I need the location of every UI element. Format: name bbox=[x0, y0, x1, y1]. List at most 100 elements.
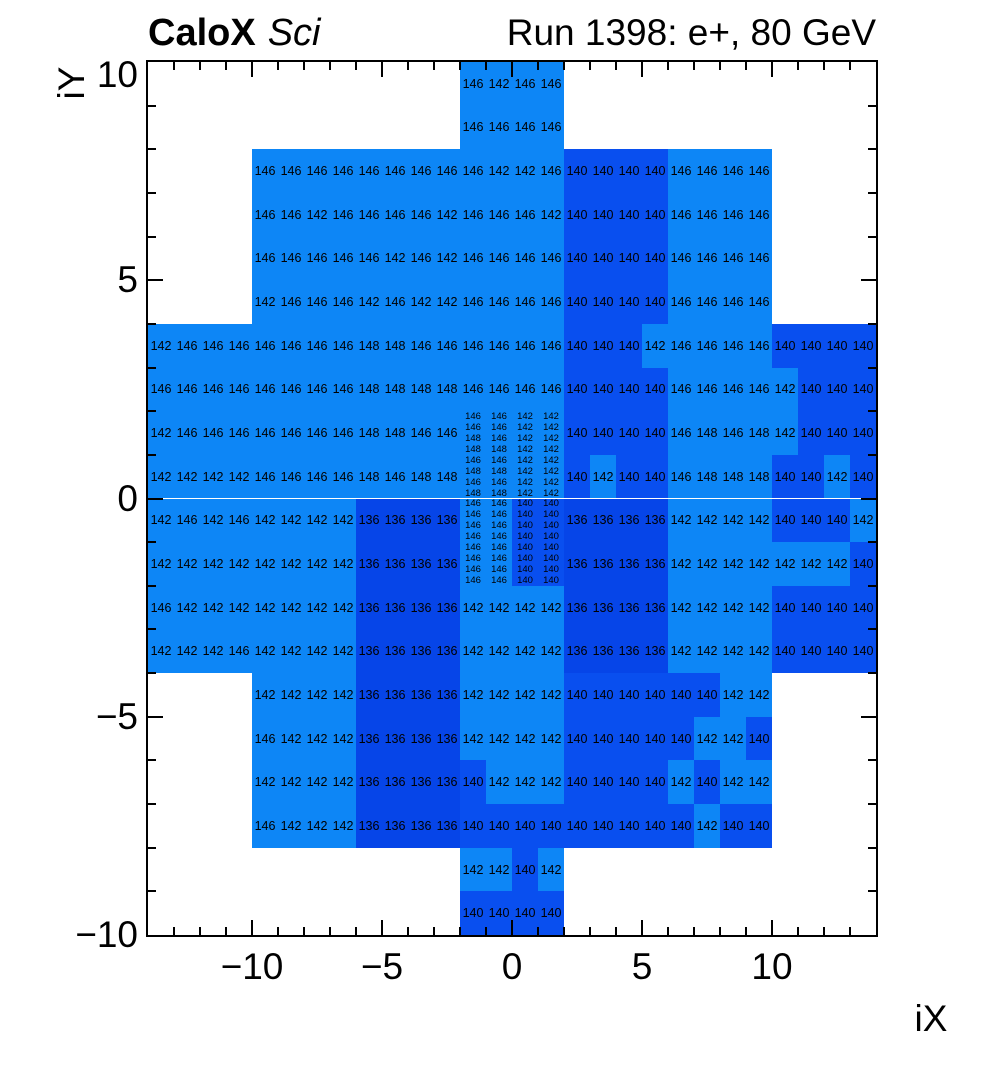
heatmap-cell: 146 bbox=[668, 411, 694, 455]
heatmap-cell: 146 bbox=[538, 105, 564, 150]
heatmap-cell: 136 bbox=[356, 542, 382, 586]
heatmap-cell: 146 bbox=[460, 367, 486, 412]
heatmap-fine-cell: 146 bbox=[486, 454, 512, 466]
heatmap-fine-cell: 140 bbox=[512, 509, 538, 521]
tick-mark bbox=[148, 672, 156, 675]
heatmap-cell: 142 bbox=[694, 629, 720, 674]
tick-mark bbox=[355, 62, 357, 70]
heatmap-cell: 146 bbox=[694, 367, 720, 412]
heatmap-cell: 140 bbox=[850, 585, 876, 630]
heatmap-cell: 146 bbox=[226, 629, 252, 674]
heatmap-cell: 146 bbox=[330, 454, 356, 499]
y-tick-label: −10 bbox=[75, 914, 138, 955]
heatmap-cell: 142 bbox=[330, 716, 356, 761]
heatmap-cell: 148 bbox=[434, 367, 460, 412]
heatmap-cell: 142 bbox=[720, 716, 746, 761]
heatmap-cell: 146 bbox=[720, 280, 746, 324]
tick-mark bbox=[589, 62, 591, 70]
heatmap-cell: 148 bbox=[408, 454, 434, 499]
heatmap-cell: 140 bbox=[512, 847, 538, 892]
heatmap-fine-cell: 148 bbox=[486, 487, 512, 499]
heatmap-cell: 136 bbox=[564, 585, 590, 630]
tick-mark bbox=[303, 927, 305, 935]
heatmap-fine-cell: 148 bbox=[460, 443, 486, 455]
heatmap-cell: 146 bbox=[408, 192, 434, 237]
tick-mark bbox=[225, 927, 227, 935]
heatmap-cell: 136 bbox=[356, 673, 382, 717]
heatmap-cell: 142 bbox=[694, 716, 720, 761]
heatmap-cell: 142 bbox=[304, 673, 330, 717]
heatmap-cell: 136 bbox=[382, 716, 408, 761]
heatmap-cell: 146 bbox=[226, 367, 252, 412]
heatmap-cell: 136 bbox=[408, 629, 434, 674]
heatmap-cell: 140 bbox=[538, 804, 564, 848]
heatmap-cell: 136 bbox=[564, 629, 590, 674]
heatmap-cell: 148 bbox=[746, 454, 772, 499]
heatmap-cell: 146 bbox=[278, 454, 304, 499]
heatmap-cell: 146 bbox=[668, 236, 694, 281]
heatmap-cell: 148 bbox=[434, 454, 460, 499]
heatmap-cell: 140 bbox=[564, 149, 590, 193]
heatmap-cell: 146 bbox=[486, 367, 512, 412]
heatmap-cell: 142 bbox=[304, 585, 330, 630]
heatmap-cell: 146 bbox=[252, 367, 278, 412]
heatmap-cell: 142 bbox=[538, 847, 564, 892]
heatmap-cell: 146 bbox=[486, 192, 512, 237]
heatmap-cell: 136 bbox=[382, 673, 408, 717]
heatmap-cell: 142 bbox=[330, 498, 356, 543]
tick-mark bbox=[485, 62, 487, 70]
heatmap-cell: 142 bbox=[330, 629, 356, 674]
heatmap-cell: 136 bbox=[408, 760, 434, 805]
heatmap-cell: 146 bbox=[382, 280, 408, 324]
heatmap-cell: 136 bbox=[434, 629, 460, 674]
tick-mark bbox=[277, 927, 279, 935]
heatmap-cell: 146 bbox=[746, 149, 772, 193]
heatmap-cell: 142 bbox=[174, 585, 200, 630]
heatmap-cell: 140 bbox=[590, 192, 616, 237]
heatmap-cell: 140 bbox=[850, 323, 876, 368]
heatmap-cell: 140 bbox=[564, 411, 590, 455]
tick-mark bbox=[868, 322, 876, 325]
heatmap-cell: 146 bbox=[304, 236, 330, 281]
x-tick-label: 5 bbox=[631, 946, 653, 987]
heatmap-cell: 140 bbox=[824, 585, 850, 630]
x-tick-label: 0 bbox=[501, 946, 523, 987]
run-label: Run 1398: e+, 80 GeV bbox=[506, 12, 876, 53]
heatmap-cell: 140 bbox=[538, 891, 564, 935]
heatmap-cell: 140 bbox=[694, 673, 720, 717]
heatmap-cell: 140 bbox=[798, 629, 824, 674]
heatmap-cell: 146 bbox=[278, 236, 304, 281]
heatmap-cell: 142 bbox=[278, 804, 304, 848]
heatmap-cell: 140 bbox=[616, 236, 642, 281]
heatmap-cell: 142 bbox=[486, 62, 512, 106]
tick-mark bbox=[148, 803, 156, 806]
heatmap-cell: 148 bbox=[408, 367, 434, 412]
heatmap-cell: 146 bbox=[538, 62, 564, 106]
heatmap-cell: 142 bbox=[694, 585, 720, 630]
heatmap-cell: 140 bbox=[590, 760, 616, 805]
tick-mark bbox=[861, 715, 876, 718]
heatmap-cell: 146 bbox=[434, 149, 460, 193]
heatmap-cell: 142 bbox=[278, 629, 304, 674]
heatmap-fine-cell: 140 bbox=[512, 520, 538, 532]
heatmap-cell: 142 bbox=[434, 236, 460, 281]
heatmap-cell: 146 bbox=[512, 105, 538, 150]
heatmap-cell: 146 bbox=[668, 280, 694, 324]
heatmap-cell: 136 bbox=[408, 716, 434, 761]
heatmap-cell: 140 bbox=[564, 236, 590, 281]
heatmap-cell: 136 bbox=[434, 673, 460, 717]
heatmap-fine-cell: 146 bbox=[460, 531, 486, 543]
heatmap-cell: 142 bbox=[486, 716, 512, 761]
tick-mark bbox=[563, 927, 565, 935]
heatmap-cell: 146 bbox=[304, 280, 330, 324]
heatmap-cell: 136 bbox=[356, 716, 382, 761]
heatmap-cell: 146 bbox=[330, 280, 356, 324]
heatmap-cell: 142 bbox=[278, 716, 304, 761]
heatmap-cell: 142 bbox=[148, 411, 174, 455]
heatmap-fine-cell: 142 bbox=[512, 433, 538, 444]
heatmap-cell: 140 bbox=[642, 760, 668, 805]
heatmap-fine-cell: 140 bbox=[512, 574, 538, 586]
heatmap-cell: 136 bbox=[434, 716, 460, 761]
tick-mark bbox=[868, 453, 876, 456]
tick-mark bbox=[148, 541, 156, 544]
